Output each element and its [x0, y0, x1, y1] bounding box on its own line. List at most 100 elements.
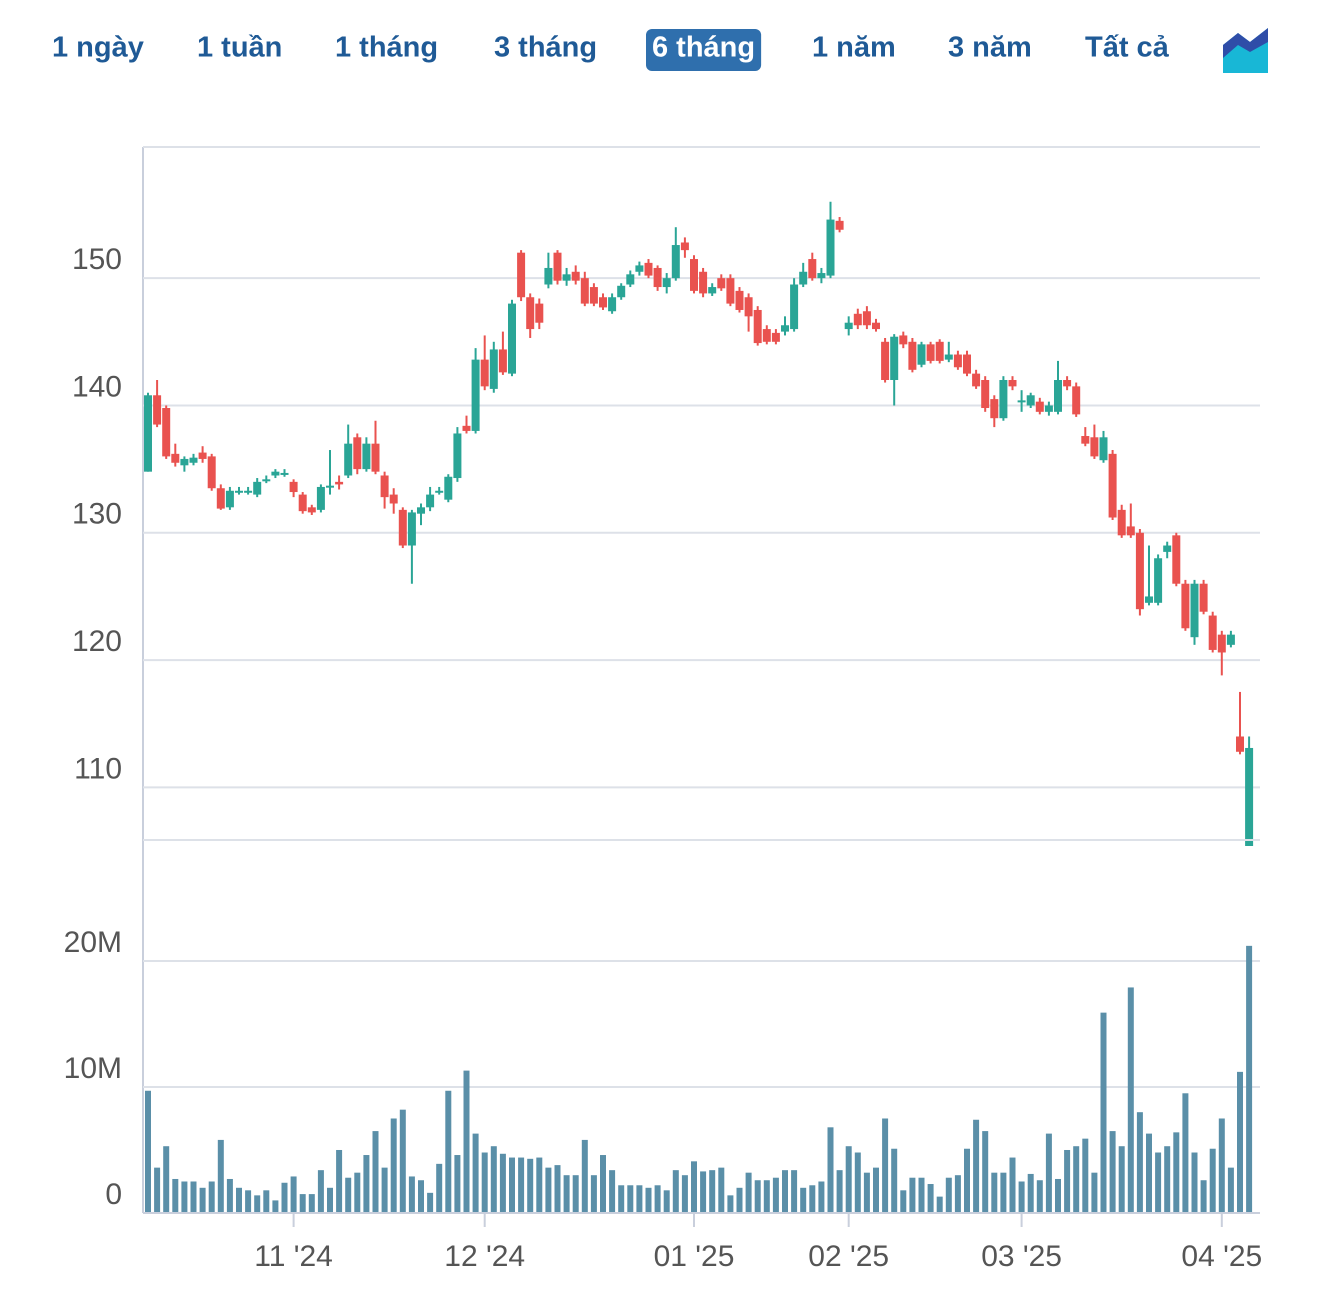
range-button[interactable]: Tất cả — [1085, 32, 1170, 64]
range-button-selected — [646, 29, 762, 71]
range-button-label: 6 tháng — [652, 32, 755, 64]
candle-body — [589, 287, 598, 304]
candle — [1190, 579, 1199, 645]
volume-bar — [390, 1118, 397, 1213]
candle — [753, 306, 762, 346]
candle — [1208, 611, 1217, 653]
candle-body — [644, 262, 653, 276]
candle-body — [471, 359, 480, 431]
volume-bar — [845, 1146, 852, 1213]
candle — [153, 380, 162, 428]
candle — [990, 395, 999, 428]
x-tick-label: 02 '25 — [808, 1240, 889, 1273]
candle-body — [508, 303, 516, 374]
candle — [280, 469, 289, 477]
candle — [717, 274, 726, 291]
volume-bar — [1246, 945, 1253, 1213]
volume-bar — [226, 1178, 233, 1213]
volume-bar — [654, 1185, 661, 1213]
volume-bar — [1155, 1152, 1162, 1213]
volume-bar — [472, 1133, 479, 1213]
candle — [189, 453, 198, 466]
range-button[interactable]: 1 tuần — [197, 32, 282, 64]
volume-bar — [863, 1172, 870, 1213]
candle-body — [872, 322, 880, 330]
candle — [826, 201, 835, 279]
range-toolbar: 1 ngày 1 tuần 1 tháng 3 tháng 6 tháng 1 năm 3 … — [52, 29, 1170, 71]
candle — [1135, 528, 1144, 616]
volume-bar — [1164, 1146, 1171, 1213]
volume-bar — [1100, 1012, 1107, 1213]
x-tick-label: 03 '25 — [981, 1240, 1062, 1273]
candle-body — [1008, 380, 1017, 387]
candle-body — [262, 479, 271, 482]
candle-body — [908, 341, 917, 370]
candle — [335, 475, 344, 490]
candle-body — [699, 271, 708, 294]
candle — [635, 261, 644, 276]
candle — [144, 392, 152, 472]
candle-body — [1172, 535, 1181, 584]
candle — [972, 369, 981, 389]
candle — [1217, 630, 1226, 676]
candle-body — [1190, 583, 1199, 638]
chart-type-icon[interactable] — [1223, 28, 1268, 73]
candle — [626, 270, 635, 288]
candle — [999, 376, 1008, 421]
y-tick-label: 140 — [72, 370, 122, 403]
candle-body — [881, 341, 890, 380]
volume-bar — [172, 1178, 179, 1213]
candle — [1072, 382, 1081, 417]
candle-body — [981, 380, 990, 409]
candle-body — [726, 278, 735, 304]
candle — [1008, 376, 1017, 391]
range-button-label: Tất cả — [1085, 32, 1170, 64]
range-button[interactable]: 1 năm — [812, 32, 896, 64]
range-button-label: 3 năm — [948, 32, 1032, 64]
candle — [235, 486, 243, 495]
candle — [444, 474, 453, 503]
volume-bar — [609, 1170, 616, 1213]
candle — [781, 316, 789, 336]
candle — [881, 337, 890, 383]
candle — [171, 443, 180, 467]
volume-bar — [181, 1181, 188, 1213]
candle — [771, 329, 780, 345]
volume-bar — [408, 1176, 415, 1213]
candle — [271, 469, 280, 479]
volume-bar — [1136, 1112, 1143, 1213]
volume-bar — [145, 1090, 151, 1213]
candle — [899, 331, 908, 349]
candle-body — [662, 278, 671, 288]
candle — [380, 471, 389, 509]
candle — [253, 478, 262, 498]
candle-body — [1054, 380, 1062, 412]
candle-body — [353, 437, 362, 470]
volume-bar — [1055, 1178, 1061, 1213]
candle-body — [844, 322, 853, 330]
range-button[interactable]: 1 tháng — [335, 32, 438, 64]
range-button[interactable]: 1 ngày — [52, 32, 144, 64]
range-button[interactable]: 3 năm — [948, 32, 1032, 64]
candle-body — [180, 458, 189, 466]
volume-bar — [281, 1182, 288, 1213]
range-button[interactable]: 3 tháng — [494, 32, 597, 64]
candle-body — [744, 297, 753, 317]
candle-body — [1208, 615, 1217, 650]
volume-bar — [1064, 1149, 1071, 1213]
range-button-label: 1 ngày — [52, 32, 144, 64]
candle-body — [899, 335, 908, 345]
candle-body — [289, 481, 298, 493]
volume-bar — [727, 1195, 734, 1213]
range-button[interactable]: 6 tháng — [646, 29, 762, 71]
candle — [963, 350, 971, 377]
candle-body — [890, 336, 899, 380]
candle — [589, 283, 598, 307]
candle-body — [762, 329, 771, 342]
candle — [790, 278, 799, 332]
candle — [617, 283, 626, 300]
volume-bar — [499, 1153, 506, 1213]
candle-body — [453, 433, 462, 479]
volume-bar — [964, 1148, 970, 1213]
volume-bar — [418, 1180, 424, 1213]
